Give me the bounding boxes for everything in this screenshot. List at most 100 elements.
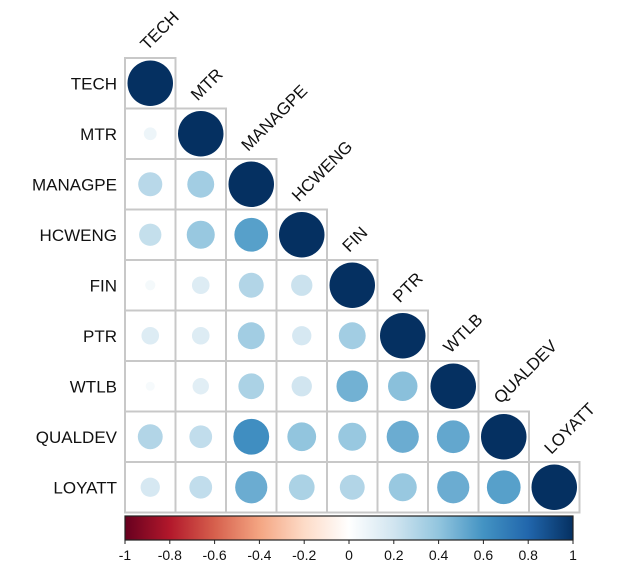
correlation-circle <box>137 424 163 450</box>
matrix-cell <box>124 410 177 463</box>
row-label: LOYATT <box>53 478 117 497</box>
correlation-circle <box>234 217 269 252</box>
correlation-circle <box>178 111 224 157</box>
column-label: MANAGPE <box>238 81 312 155</box>
correlation-circle <box>481 414 527 460</box>
correlation-circle <box>233 418 270 455</box>
correlation-circle <box>291 376 312 397</box>
colorbar: -1 -0.8 -0.6 -0.4 -0.2 0 0.2 0.4 0.6 0.8 1 <box>119 515 577 563</box>
matrix-cell <box>225 208 278 261</box>
column-label: HCWENG <box>288 137 356 205</box>
matrix-cell <box>174 158 227 211</box>
matrix-cell <box>225 360 278 413</box>
correlation-circle <box>279 212 325 258</box>
matrix-cell <box>225 309 278 362</box>
matrix-cell <box>376 309 429 362</box>
correlation-circle <box>336 370 369 403</box>
correlation-circle <box>486 470 521 505</box>
correlation-circle <box>531 464 577 510</box>
correlation-circle <box>127 60 173 106</box>
correlation-circle <box>388 371 418 401</box>
matrix-cell <box>225 461 278 514</box>
column-label: QUALDEV <box>490 336 561 407</box>
matrix-cell <box>124 57 177 110</box>
correlation-circle <box>143 127 157 141</box>
correlation-circle <box>339 474 365 500</box>
correlation-circle <box>388 473 417 502</box>
row-label: PTR <box>83 327 117 346</box>
matrix-cell <box>275 309 328 362</box>
matrix-cell <box>427 461 480 514</box>
matrix-cell <box>376 410 429 463</box>
correlation-circle <box>288 474 315 501</box>
matrix-cell <box>124 208 177 261</box>
correlation-circle <box>338 322 366 350</box>
column-label: MTR <box>187 65 226 104</box>
matrix-cell <box>225 158 278 211</box>
correlation-circle <box>430 363 476 409</box>
matrix-cell <box>427 360 480 413</box>
correlation-circle <box>291 274 313 296</box>
matrix-cell <box>528 461 581 514</box>
matrix-cell <box>124 309 177 362</box>
correlation-circle <box>189 425 213 449</box>
colorbar-tick-label: 1 <box>569 547 577 563</box>
correlation-circle <box>141 326 160 345</box>
matrix-cell <box>376 461 429 514</box>
correlation-circle <box>138 172 163 197</box>
matrix-cell <box>376 360 429 413</box>
correlation-circle <box>191 326 210 345</box>
matrix-cell <box>427 410 480 463</box>
colorbar-tick-label: 0.2 <box>384 547 404 563</box>
correlation-circle <box>140 477 160 497</box>
colorbar-tick-label: -0.6 <box>203 547 227 563</box>
matrix-cell <box>477 461 530 514</box>
colorbar-tick-label: 0.8 <box>518 547 538 563</box>
cell-border <box>124 360 177 413</box>
correlation-circle <box>436 420 470 454</box>
colorbar-tick-label: -0.4 <box>247 547 271 563</box>
correlation-circle <box>292 326 312 346</box>
matrix-cell <box>477 410 530 463</box>
colorbar-gradient <box>124 515 574 541</box>
matrix-cell <box>326 410 379 463</box>
correlation-circle <box>238 373 265 400</box>
matrix-cell <box>124 360 177 413</box>
cell-border <box>174 208 227 261</box>
colorbar-tick-label: -0.2 <box>292 547 316 563</box>
cell-border <box>275 259 328 312</box>
row-label: QUALDEV <box>36 428 118 447</box>
row-label: MTR <box>80 125 117 144</box>
matrix-cell <box>275 410 328 463</box>
cell-border <box>326 461 379 514</box>
colorbar-tick-label: -0.8 <box>158 547 182 563</box>
row-label: WTLB <box>70 377 117 396</box>
matrix-cell <box>275 461 328 514</box>
cells-layer <box>124 57 581 514</box>
correlation-circle <box>191 276 210 295</box>
matrix-cell <box>174 461 227 514</box>
column-label: TECH <box>137 8 183 54</box>
row-label: TECH <box>71 74 117 93</box>
matrix-cell <box>275 208 328 261</box>
matrix-cell <box>174 259 227 312</box>
correlation-circle <box>192 378 209 395</box>
correlation-circle <box>287 422 317 452</box>
matrix-cell <box>174 309 227 362</box>
matrix-cell <box>124 259 177 312</box>
matrix-cell <box>174 208 227 261</box>
correlation-circle <box>329 262 375 308</box>
matrix-cell <box>124 158 177 211</box>
correlation-circle <box>380 313 426 359</box>
correlation-circle <box>186 220 215 249</box>
matrix-cell <box>124 461 177 514</box>
matrix-cell <box>326 360 379 413</box>
colorbar-tick-label: 0.4 <box>429 547 449 563</box>
correlation-circle <box>235 471 268 504</box>
correlation-circle <box>238 272 264 298</box>
column-label: LOYATT <box>541 399 599 457</box>
matrix-cell <box>275 259 328 312</box>
correlation-circle <box>145 280 156 291</box>
